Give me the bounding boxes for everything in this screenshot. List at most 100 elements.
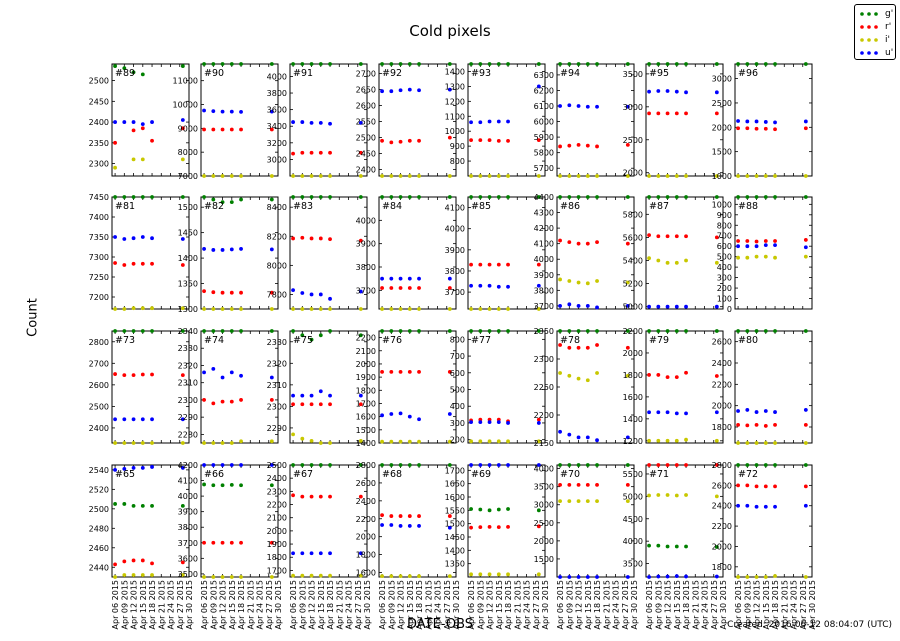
data-point bbox=[150, 561, 154, 566]
data-point bbox=[358, 195, 363, 199]
data-point bbox=[300, 463, 305, 467]
data-point bbox=[665, 463, 670, 467]
data-point bbox=[358, 121, 363, 125]
data-point bbox=[684, 90, 688, 95]
data-point bbox=[291, 402, 295, 407]
panel-frame bbox=[645, 63, 724, 177]
data-point bbox=[536, 463, 541, 467]
data-point bbox=[736, 244, 740, 249]
data-point bbox=[684, 544, 688, 549]
data-point bbox=[558, 463, 562, 467]
panel-93: 800 900 1000 1100 1200 1300 1400 #93 bbox=[445, 62, 546, 178]
data-point bbox=[656, 329, 661, 333]
x-tick-label: Apr 27 2015 bbox=[799, 580, 808, 629]
data-point bbox=[131, 70, 136, 75]
y-tick-label: 2150 bbox=[534, 439, 554, 448]
data-point bbox=[773, 410, 777, 414]
legend: g' r' i' u' bbox=[854, 4, 896, 60]
data-point bbox=[180, 504, 185, 508]
data-point bbox=[328, 402, 332, 407]
data-point bbox=[469, 62, 473, 66]
data-point bbox=[665, 89, 670, 93]
y-tick-label: 9000 bbox=[178, 124, 198, 133]
data-point bbox=[447, 463, 452, 467]
data-point bbox=[131, 373, 136, 378]
data-point bbox=[674, 62, 679, 66]
x-tick-label: Apr 12 2015 bbox=[486, 580, 495, 629]
data-point bbox=[773, 195, 777, 199]
data-point bbox=[469, 120, 473, 125]
data-point bbox=[684, 370, 688, 375]
y-tick-label: 2200 bbox=[534, 411, 554, 420]
data-point bbox=[300, 393, 305, 398]
data-point bbox=[328, 174, 332, 178]
data-point bbox=[180, 237, 185, 241]
data-point bbox=[398, 369, 403, 374]
data-point bbox=[220, 483, 225, 488]
x-tick-label: Apr 30 2015 bbox=[363, 580, 372, 629]
data-point bbox=[803, 62, 808, 66]
data-point bbox=[576, 104, 581, 108]
data-point bbox=[803, 422, 808, 427]
y-tick-label: 2500 bbox=[712, 99, 732, 108]
x-tick-label: Apr 12 2015 bbox=[308, 580, 317, 629]
data-point bbox=[714, 463, 719, 467]
data-point bbox=[309, 337, 314, 342]
x-tick-label: Apr 24 2015 bbox=[523, 580, 532, 629]
data-point bbox=[358, 333, 363, 338]
data-point bbox=[309, 150, 314, 155]
data-point bbox=[674, 574, 679, 579]
data-point bbox=[585, 241, 590, 246]
data-point bbox=[754, 484, 759, 489]
data-point bbox=[567, 463, 572, 467]
y-tick-label: 3700 bbox=[445, 288, 465, 297]
data-point bbox=[291, 307, 295, 311]
y-tick-label: 3700 bbox=[178, 539, 198, 548]
data-point bbox=[625, 463, 630, 467]
data-point bbox=[447, 329, 452, 333]
data-point bbox=[309, 195, 314, 199]
panel-frame bbox=[111, 330, 190, 444]
y-tick-label: 900 bbox=[717, 211, 732, 220]
data-point bbox=[803, 484, 808, 489]
data-point bbox=[328, 551, 332, 556]
legend-label-i: i' bbox=[885, 35, 890, 45]
data-point bbox=[202, 108, 206, 113]
data-point bbox=[647, 304, 651, 309]
data-point bbox=[803, 329, 808, 333]
data-point bbox=[536, 283, 541, 288]
data-point bbox=[469, 174, 473, 178]
data-point bbox=[229, 290, 234, 295]
x-tick-label: Apr 21 2015 bbox=[780, 580, 789, 629]
data-point bbox=[469, 525, 473, 530]
data-point bbox=[625, 345, 630, 350]
y-axis-label: Count bbox=[25, 298, 41, 337]
data-point bbox=[803, 441, 808, 445]
data-point bbox=[211, 329, 216, 333]
y-tick-label: 1700 bbox=[356, 399, 376, 408]
data-point bbox=[665, 493, 670, 497]
data-point bbox=[309, 174, 314, 178]
data-point bbox=[140, 122, 145, 127]
data-point bbox=[585, 195, 590, 199]
data-point bbox=[558, 144, 562, 149]
data-point bbox=[358, 438, 363, 443]
y-tick-label: 1400 bbox=[623, 415, 643, 424]
y-tick-label: 4100 bbox=[178, 477, 198, 486]
data-point bbox=[229, 483, 234, 487]
data-point bbox=[269, 109, 274, 114]
data-point bbox=[113, 372, 117, 376]
data-point bbox=[318, 463, 323, 467]
data-point bbox=[202, 398, 206, 402]
data-point bbox=[595, 343, 599, 347]
data-point bbox=[684, 329, 688, 333]
data-point bbox=[398, 514, 403, 518]
data-point bbox=[714, 304, 719, 309]
data-point bbox=[131, 558, 136, 563]
y-tick-label: 2520 bbox=[89, 485, 109, 494]
data-point bbox=[647, 438, 651, 443]
y-tick-label: 1800 bbox=[712, 423, 732, 432]
data-point bbox=[269, 439, 274, 444]
y-tick-label: 2290 bbox=[178, 413, 198, 422]
y-tick-label: 2550 bbox=[356, 118, 376, 127]
